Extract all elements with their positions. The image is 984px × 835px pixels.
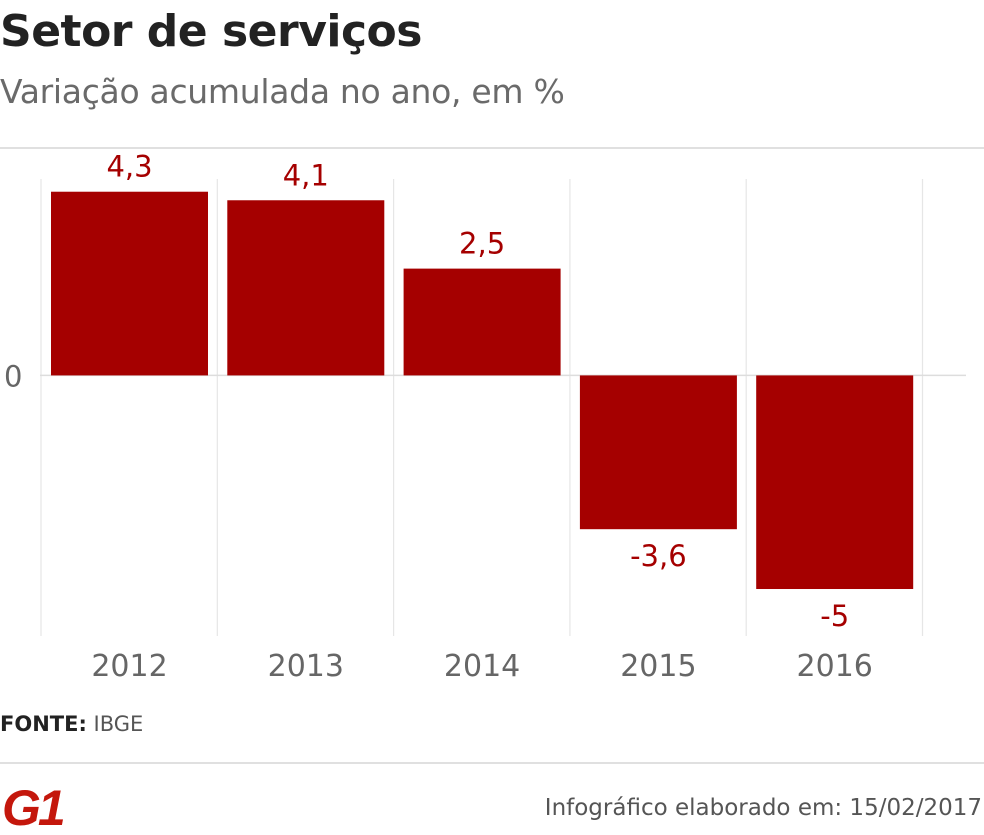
x-tick-label: 2013 [268,649,344,684]
data-label: 2,5 [459,227,505,261]
bar-chart: 0 4,3 2012 4,1 2013 2,5 2014 -3,6 2015 -5 2016 [4,150,966,684]
data-label: -3,6 [630,539,687,573]
g1-logo: G1 [2,783,67,831]
x-tick-label: 2015 [620,649,696,684]
bar-2014 [403,268,561,376]
bottom-divider [0,762,984,764]
x-tick-label: 2012 [91,649,167,684]
data-label: 4,3 [106,150,152,184]
source-value: IBGE [93,712,144,736]
top-divider [0,147,984,149]
x-tick-label: 2016 [797,649,873,684]
y-tick-label: 0 [4,359,22,393]
data-label: -5 [820,599,849,633]
source-key: FONTE: [0,712,87,736]
svg-text:G1: G1 [2,783,64,831]
x-tick-label: 2014 [444,649,520,684]
infographic-date: Infográfico elaborado em: 15/02/2017 [544,795,982,821]
bar-2013 [227,200,385,376]
chart-subtitle: Variação acumulada no ano, em % [0,72,565,111]
data-label: 4,1 [283,158,329,192]
bar-2016 [756,375,914,590]
bar-2015 [579,375,737,530]
source-line: FONTE: IBGE [0,712,143,736]
chart-title: Setor de serviços [0,6,422,57]
bar-2012 [51,191,208,376]
